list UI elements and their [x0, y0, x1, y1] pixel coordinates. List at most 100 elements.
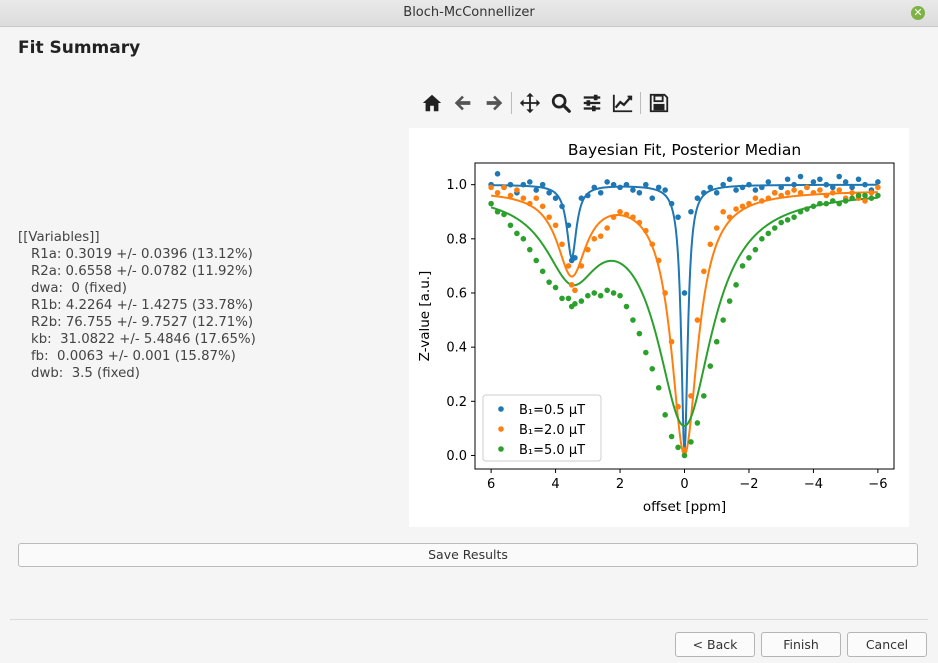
data-point [507, 192, 514, 199]
back-arrow-icon[interactable] [447, 90, 478, 116]
data-point [617, 292, 623, 299]
pan-icon[interactable] [514, 90, 545, 116]
data-point [849, 195, 855, 202]
data-point [552, 195, 559, 202]
data-point [739, 184, 746, 191]
data-point [552, 284, 559, 291]
data-point [507, 181, 514, 188]
y-tick-label: 0.4 [446, 341, 467, 356]
legend-box [482, 394, 602, 462]
cancel-button[interactable]: Cancel [847, 632, 927, 657]
data-point [726, 298, 733, 304]
data-point [604, 225, 610, 231]
data-point [643, 181, 649, 188]
forward-arrow-icon[interactable] [478, 90, 509, 116]
save-figure-icon[interactable] [643, 90, 674, 116]
back-button[interactable]: < Back [675, 632, 755, 657]
data-point [694, 420, 701, 426]
data-point [713, 338, 720, 345]
home-icon[interactable] [416, 90, 447, 116]
data-point [572, 254, 578, 261]
data-point [494, 189, 501, 196]
data-point [520, 236, 527, 242]
data-point [707, 363, 714, 369]
data-point [771, 189, 778, 196]
variable-line: fb: 0.0063 +/- 0.001 (15.87%) [31, 349, 236, 364]
variable-line: R2a: 0.6558 +/- 0.0782 (11.92%) [31, 264, 253, 279]
data-point [533, 195, 540, 202]
variable-line: dwa: 0 (fixed) [31, 281, 127, 296]
data-point [765, 195, 772, 202]
data-point [823, 200, 830, 207]
data-point [752, 195, 759, 202]
data-point [681, 290, 688, 296]
data-point [520, 195, 527, 202]
data-point [662, 290, 668, 296]
data-point [739, 203, 746, 210]
x-tick-label: 0 [680, 477, 688, 492]
edit-axis-icon[interactable] [607, 90, 638, 116]
data-point [636, 330, 643, 337]
legend-marker [498, 406, 504, 412]
data-point [804, 206, 810, 212]
data-point [752, 187, 759, 193]
data-point [836, 173, 843, 180]
plot-canvas[interactable]: 6 4 2 0 −2 −4 −6 0.0 0.2 0.4 0.6 0.8 1.0 Bayesian Fit… [409, 128, 909, 527]
data-point [688, 439, 694, 445]
data-point [849, 189, 855, 196]
subplots-sliders-icon[interactable] [576, 90, 607, 116]
data-point [643, 349, 649, 356]
x-tick-label: −6 [868, 477, 887, 492]
data-point [804, 184, 810, 191]
data-point [778, 219, 784, 226]
data-point [746, 181, 752, 188]
data-point [875, 192, 881, 199]
data-point [733, 206, 739, 212]
data-point [862, 181, 868, 188]
data-point [610, 181, 617, 188]
data-point [572, 301, 578, 307]
data-point [655, 184, 662, 191]
data-point [694, 317, 701, 323]
data-point [759, 184, 765, 191]
data-point [559, 203, 565, 210]
data-point [591, 184, 598, 191]
data-point [539, 181, 546, 188]
close-icon[interactable]: ✕ [911, 6, 925, 20]
data-point [655, 257, 662, 264]
data-point [668, 200, 675, 207]
data-point [707, 241, 714, 248]
data-point [636, 189, 643, 196]
footer-divider [10, 619, 928, 620]
finish-button[interactable]: Finish [761, 632, 841, 657]
legend-entry: B₁=0.5 µT [519, 403, 585, 418]
data-point [681, 452, 688, 459]
data-point [585, 192, 591, 199]
data-point [526, 200, 533, 207]
data-point [681, 447, 688, 453]
data-point [526, 246, 533, 253]
data-point [630, 317, 636, 323]
legend-marker [498, 446, 504, 452]
save-results-button[interactable]: Save Results [18, 543, 918, 567]
data-point [649, 195, 656, 202]
data-point [604, 179, 610, 185]
x-tick-label: 4 [551, 477, 559, 492]
data-point [817, 176, 823, 183]
variable-line: R1b: 4.2264 +/- 1.4275 (33.78%) [31, 298, 254, 313]
data-point [604, 287, 610, 294]
zoom-icon[interactable] [545, 90, 576, 116]
data-point [546, 189, 552, 196]
data-point [752, 246, 759, 253]
data-point [823, 192, 830, 199]
data-point [668, 433, 675, 440]
data-point [675, 403, 681, 410]
data-point [514, 187, 520, 193]
data-point [578, 263, 585, 269]
data-point [707, 184, 714, 191]
y-axis-label: Z-value [a.u.] [417, 271, 433, 362]
x-axis-label: offset [ppm] [643, 499, 726, 515]
x-tick-label: −2 [739, 477, 758, 492]
y-tick-label: 1.0 [446, 178, 467, 193]
data-point [578, 195, 585, 202]
